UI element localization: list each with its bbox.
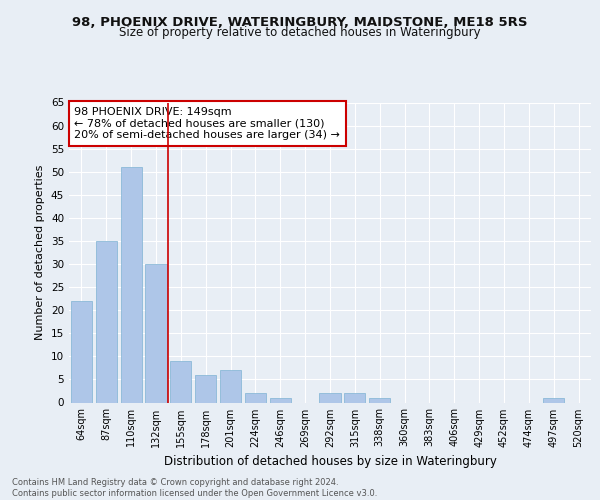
Bar bbox=[344, 394, 365, 402]
Bar bbox=[319, 394, 341, 402]
Bar bbox=[543, 398, 564, 402]
Text: 98, PHOENIX DRIVE, WATERINGBURY, MAIDSTONE, ME18 5RS: 98, PHOENIX DRIVE, WATERINGBURY, MAIDSTO… bbox=[72, 16, 528, 29]
Bar bbox=[270, 398, 291, 402]
Text: 98 PHOENIX DRIVE: 149sqm
← 78% of detached houses are smaller (130)
20% of semi-: 98 PHOENIX DRIVE: 149sqm ← 78% of detach… bbox=[74, 107, 340, 140]
Text: Contains HM Land Registry data © Crown copyright and database right 2024.
Contai: Contains HM Land Registry data © Crown c… bbox=[12, 478, 377, 498]
Bar bbox=[369, 398, 390, 402]
Bar bbox=[145, 264, 167, 402]
Bar bbox=[96, 241, 117, 402]
Bar bbox=[121, 167, 142, 402]
Bar bbox=[195, 375, 216, 402]
Bar bbox=[71, 301, 92, 402]
Bar bbox=[220, 370, 241, 402]
X-axis label: Distribution of detached houses by size in Wateringbury: Distribution of detached houses by size … bbox=[164, 455, 496, 468]
Text: Size of property relative to detached houses in Wateringbury: Size of property relative to detached ho… bbox=[119, 26, 481, 39]
Y-axis label: Number of detached properties: Number of detached properties bbox=[35, 165, 46, 340]
Bar bbox=[170, 361, 191, 403]
Bar bbox=[245, 394, 266, 402]
